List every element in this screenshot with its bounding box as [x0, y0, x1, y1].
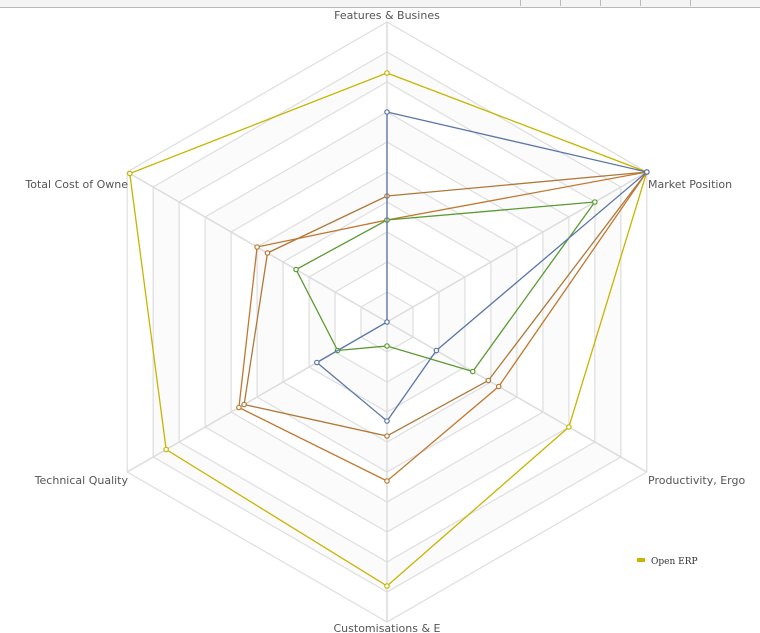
toolbar-divider: [640, 0, 641, 6]
data-point[interactable]: [254, 244, 260, 250]
data-point[interactable]: [236, 404, 242, 411]
top-toolbar-strip: [0, 0, 760, 8]
data-point[interactable]: [384, 343, 390, 349]
axis-label: Customisations & E: [334, 622, 441, 633]
data-point[interactable]: [384, 70, 390, 76]
data-point[interactable]: [566, 424, 572, 430]
data-point[interactable]: [495, 383, 502, 390]
data-point[interactable]: [644, 169, 650, 175]
series-3: [293, 199, 598, 375]
radar-series-group: [126, 70, 650, 589]
data-point[interactable]: [592, 199, 598, 205]
toolbar-divider: [690, 0, 691, 6]
axis-spoke: [386, 321, 648, 473]
data-point[interactable]: [485, 377, 492, 384]
axis-label: Technical Quality: [34, 474, 129, 487]
data-point[interactable]: [384, 478, 390, 484]
chart-legend: Open ERP: [637, 557, 698, 567]
axis-spoke: [386, 171, 648, 323]
data-point[interactable]: [241, 401, 247, 408]
toolbar-divider: [600, 0, 601, 6]
data-point[interactable]: [469, 368, 476, 375]
toolbar-divider: [520, 0, 521, 6]
axis-label: Features & Busines: [334, 9, 440, 22]
data-point[interactable]: [384, 583, 390, 589]
data-point[interactable]: [433, 347, 440, 354]
data-point[interactable]: [163, 446, 169, 453]
legend-swatch: [637, 558, 645, 562]
toolbar-divider: [560, 0, 561, 6]
axis-label: Market Position: [648, 178, 732, 191]
radar-axis-labels: Features & Busines Market Position Product…: [24, 9, 745, 633]
data-point[interactable]: [126, 170, 133, 177]
data-point[interactable]: [384, 433, 390, 439]
data-point[interactable]: [384, 319, 390, 325]
axis-label: Productivity, Ergo: [648, 474, 745, 487]
data-point[interactable]: [384, 109, 390, 115]
data-point[interactable]: [293, 266, 299, 273]
series-4: [314, 109, 650, 424]
axis-label: Total Cost of Owne: [24, 178, 128, 191]
data-point[interactable]: [384, 418, 390, 424]
legend-label: Open ERP: [651, 557, 698, 567]
data-point[interactable]: [264, 250, 271, 256]
data-point[interactable]: [314, 359, 320, 366]
